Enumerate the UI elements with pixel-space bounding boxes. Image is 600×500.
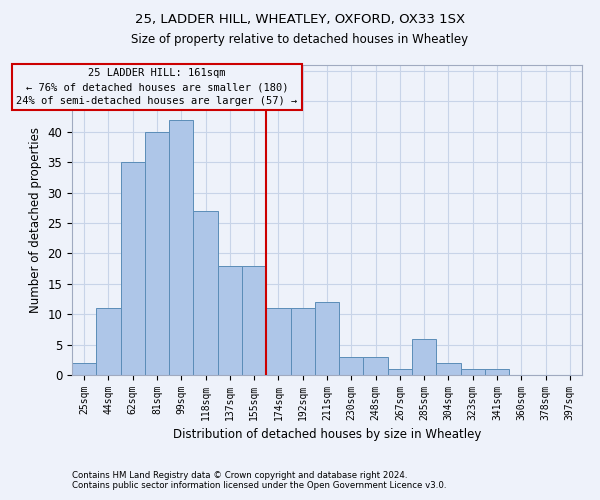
Bar xyxy=(461,369,485,375)
Text: 25 LADDER HILL: 161sqm
← 76% of detached houses are smaller (180)
24% of semi-de: 25 LADDER HILL: 161sqm ← 76% of detached… xyxy=(16,68,298,106)
Text: Contains public sector information licensed under the Open Government Licence v3: Contains public sector information licen… xyxy=(72,481,446,490)
Bar xyxy=(388,369,412,375)
X-axis label: Distribution of detached houses by size in Wheatley: Distribution of detached houses by size … xyxy=(173,428,481,442)
Bar xyxy=(266,308,290,375)
Bar xyxy=(436,363,461,375)
Bar xyxy=(145,132,169,375)
Bar xyxy=(242,266,266,375)
Bar xyxy=(315,302,339,375)
Bar xyxy=(193,211,218,375)
Bar xyxy=(412,338,436,375)
Bar xyxy=(218,266,242,375)
Text: Size of property relative to detached houses in Wheatley: Size of property relative to detached ho… xyxy=(131,32,469,46)
Bar xyxy=(290,308,315,375)
Text: Contains HM Land Registry data © Crown copyright and database right 2024.: Contains HM Land Registry data © Crown c… xyxy=(72,471,407,480)
Bar xyxy=(485,369,509,375)
Bar xyxy=(169,120,193,375)
Bar xyxy=(364,357,388,375)
Bar xyxy=(96,308,121,375)
Bar xyxy=(339,357,364,375)
Bar xyxy=(121,162,145,375)
Y-axis label: Number of detached properties: Number of detached properties xyxy=(29,127,42,313)
Bar xyxy=(72,363,96,375)
Text: 25, LADDER HILL, WHEATLEY, OXFORD, OX33 1SX: 25, LADDER HILL, WHEATLEY, OXFORD, OX33 … xyxy=(135,12,465,26)
